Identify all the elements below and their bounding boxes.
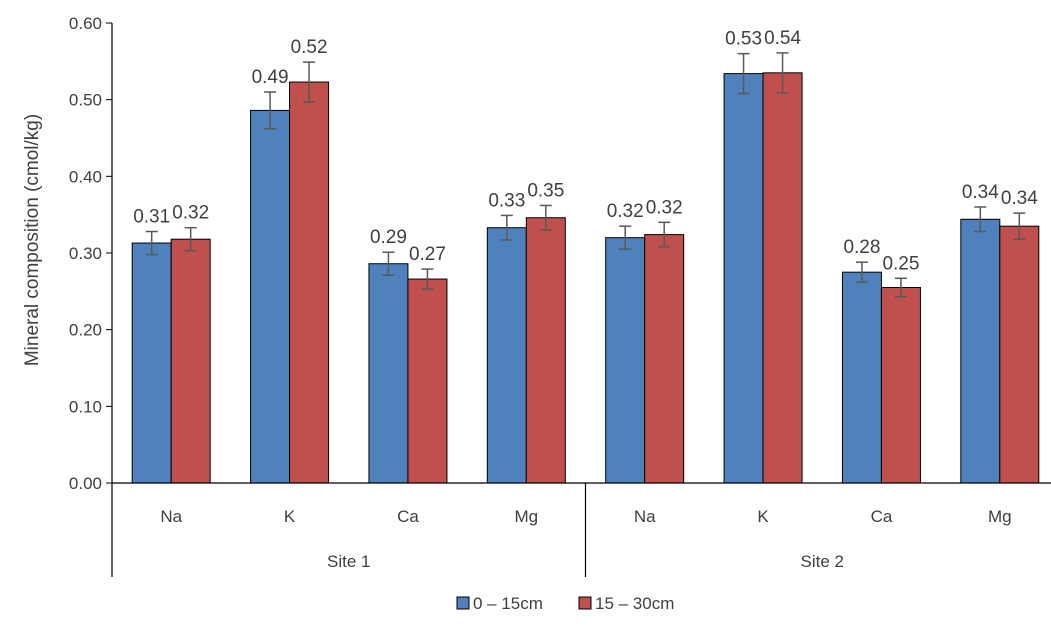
y-tick-label: 0.60 xyxy=(69,14,102,33)
legend-swatch xyxy=(456,596,470,610)
data-label: 0.54 xyxy=(764,28,801,49)
y-tick-label: 0.30 xyxy=(69,244,102,263)
bar-depth-15-30 xyxy=(880,287,921,484)
bar-depth-15-30 xyxy=(525,217,566,484)
data-label: 0.31 xyxy=(133,207,170,228)
bar-depth-0-15 xyxy=(841,271,882,484)
bar-depth-0-15 xyxy=(368,263,409,484)
data-label: 0.29 xyxy=(370,227,407,248)
y-tick-label: 0.50 xyxy=(69,91,102,110)
group-label: Site 1 xyxy=(327,552,370,571)
data-label: 0.35 xyxy=(527,180,564,201)
data-label: 0.25 xyxy=(882,253,919,274)
y-tick-label: 0.00 xyxy=(69,474,102,493)
bar-depth-15-30 xyxy=(644,234,685,484)
category-label: K xyxy=(757,507,769,526)
bar-depth-15-30 xyxy=(289,81,330,484)
y-tick-label: 0.10 xyxy=(69,397,102,416)
data-label: 0.49 xyxy=(252,67,289,88)
bar-depth-0-15 xyxy=(960,218,1001,484)
bar-depth-0-15 xyxy=(486,227,527,484)
group-label: Site 2 xyxy=(801,552,844,571)
data-label: 0.32 xyxy=(172,203,209,224)
data-label: 0.34 xyxy=(1001,188,1038,209)
bar-depth-0-15 xyxy=(250,109,291,484)
category-label: Ca xyxy=(397,507,419,526)
data-label: 0.32 xyxy=(607,201,644,222)
data-label: 0.52 xyxy=(291,37,328,58)
bar-depth-15-30 xyxy=(999,225,1040,484)
data-label: 0.34 xyxy=(962,182,999,203)
category-label: Mg xyxy=(988,507,1012,526)
bars xyxy=(131,72,1040,484)
bar-depth-15-30 xyxy=(170,238,211,484)
bar-depth-0-15 xyxy=(605,237,646,484)
category-label: Mg xyxy=(515,507,539,526)
y-tick-label: 0.40 xyxy=(69,167,102,186)
bar-depth-0-15 xyxy=(723,73,764,484)
axes xyxy=(111,23,1051,577)
y-tick-label: 0.20 xyxy=(69,321,102,340)
legend-label: 0 – 15cm xyxy=(473,594,543,613)
legend-label: 15 – 30cm xyxy=(595,594,674,613)
data-label: 0.27 xyxy=(409,244,446,265)
category-label: Na xyxy=(160,507,182,526)
data-label: 0.32 xyxy=(646,197,683,218)
y-axis-title: Mineral composition (cmol/kg) xyxy=(22,114,43,366)
y-axis-ticks: 0.00 0.10 0.20 0.30 0.40 0.50 0.60 xyxy=(69,14,112,493)
bar-depth-15-30 xyxy=(762,72,803,484)
data-labels: 0.31 0.49 0.29 0.33 0.32 0.53 0.28 0.34 0.32 0.52… xyxy=(133,28,1038,274)
category-label: K xyxy=(284,507,296,526)
legend-swatch xyxy=(578,596,592,610)
category-labels: Na K Ca Mg Site 1 Na K Ca Mg Site 2 xyxy=(160,507,1011,571)
data-label: 0.33 xyxy=(488,190,525,211)
error-bars xyxy=(145,52,1026,298)
category-label: Na xyxy=(634,507,656,526)
bar-depth-15-30 xyxy=(407,278,448,484)
data-label: 0.28 xyxy=(843,237,880,258)
category-label: Ca xyxy=(871,507,893,526)
data-label: 0.53 xyxy=(725,29,762,50)
legend: 0 – 15cm 15 – 30cm xyxy=(456,594,674,613)
y-axis-title-group: Mineral composition (cmol/kg) xyxy=(22,114,43,366)
bar-depth-0-15 xyxy=(131,242,172,484)
